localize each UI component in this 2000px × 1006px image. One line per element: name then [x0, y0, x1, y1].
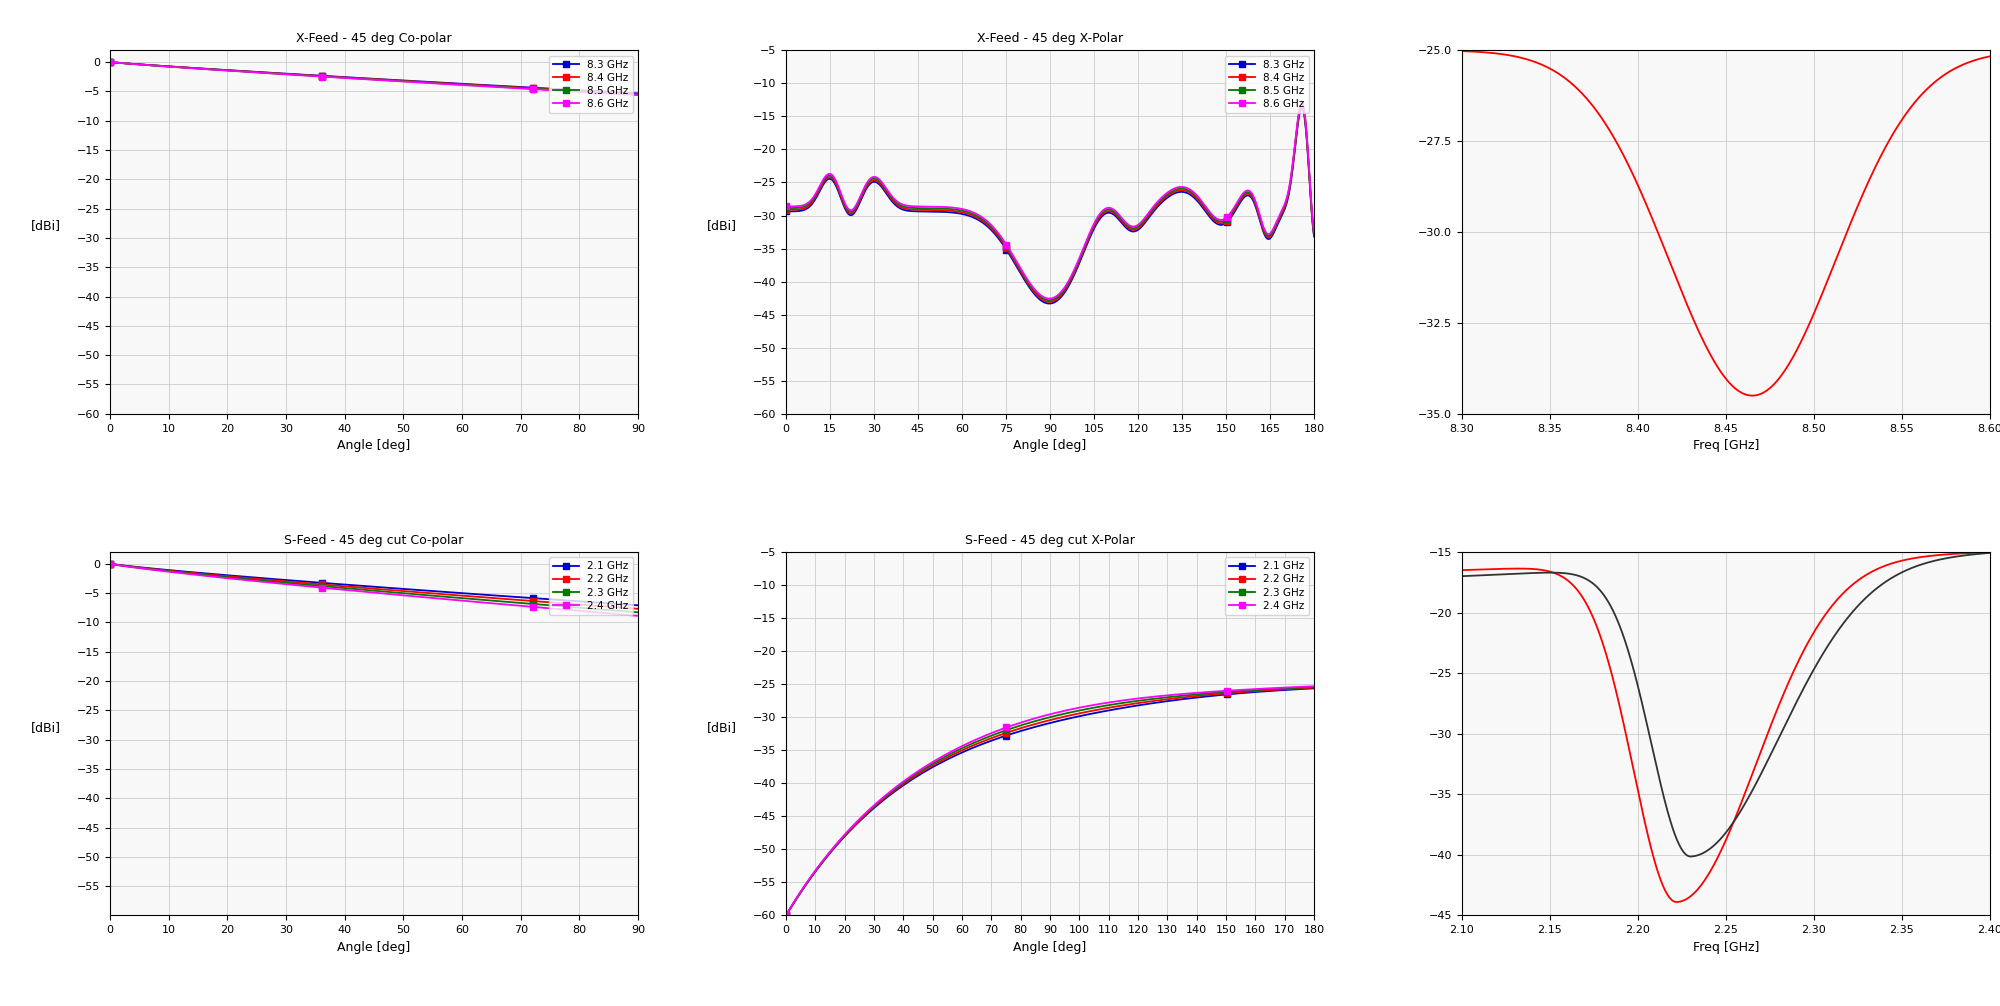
Title: S-Feed - 45 deg cut Co-polar: S-Feed - 45 deg cut Co-polar — [284, 533, 464, 546]
Title: S-Feed - 45 deg cut X-Polar: S-Feed - 45 deg cut X-Polar — [966, 533, 1134, 546]
X-axis label: Angle [deg]: Angle [deg] — [338, 941, 410, 954]
X-axis label: Freq [GHz]: Freq [GHz] — [1692, 439, 1760, 452]
Legend: 8.3 GHz, 8.4 GHz, 8.5 GHz, 8.6 GHz: 8.3 GHz, 8.4 GHz, 8.5 GHz, 8.6 GHz — [548, 55, 632, 114]
Y-axis label: [dBi]: [dBi] — [32, 720, 62, 733]
Y-axis label: [dBi]: [dBi] — [32, 219, 62, 232]
X-axis label: Angle [deg]: Angle [deg] — [1014, 439, 1086, 452]
Legend: 2.1 GHz, 2.2 GHz, 2.3 GHz, 2.4 GHz: 2.1 GHz, 2.2 GHz, 2.3 GHz, 2.4 GHz — [1224, 557, 1308, 615]
Legend: 8.3 GHz, 8.4 GHz, 8.5 GHz, 8.6 GHz: 8.3 GHz, 8.4 GHz, 8.5 GHz, 8.6 GHz — [1224, 55, 1308, 114]
Title: X-Feed - 45 deg Co-polar: X-Feed - 45 deg Co-polar — [296, 32, 452, 45]
X-axis label: Angle [deg]: Angle [deg] — [338, 439, 410, 452]
Legend: 2.1 GHz, 2.2 GHz, 2.3 GHz, 2.4 GHz: 2.1 GHz, 2.2 GHz, 2.3 GHz, 2.4 GHz — [548, 557, 632, 615]
X-axis label: Angle [deg]: Angle [deg] — [1014, 941, 1086, 954]
Y-axis label: [dBi]: [dBi] — [708, 720, 738, 733]
Y-axis label: [dBi]: [dBi] — [708, 219, 738, 232]
X-axis label: Freq [GHz]: Freq [GHz] — [1692, 941, 1760, 954]
Title: X-Feed - 45 deg X-Polar: X-Feed - 45 deg X-Polar — [976, 32, 1124, 45]
